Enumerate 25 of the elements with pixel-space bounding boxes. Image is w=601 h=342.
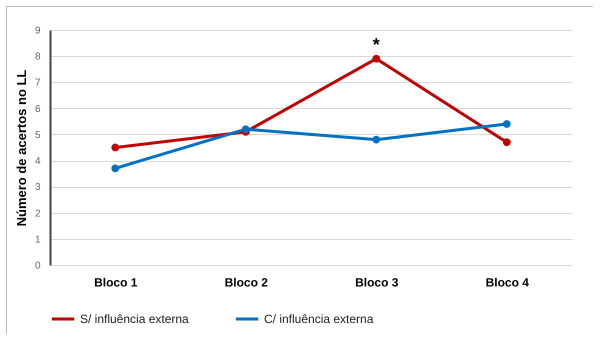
x-tick-label: Bloco 3 bbox=[355, 276, 399, 290]
x-tick-label: Bloco 4 bbox=[486, 276, 530, 290]
y-tick-label: 7 bbox=[34, 78, 41, 89]
y-tick-label: 2 bbox=[34, 208, 41, 220]
y-tick-label: 0 bbox=[34, 260, 41, 272]
x-tick-label: Bloco 2 bbox=[224, 276, 268, 290]
point bbox=[242, 125, 250, 134]
point bbox=[372, 136, 380, 144]
legend-label: C/ influência externa bbox=[264, 312, 374, 326]
y-tick-label: 9 bbox=[34, 26, 41, 36]
point bbox=[111, 164, 120, 172]
y-tick-label: 3 bbox=[34, 182, 41, 194]
y-tick-label: 4 bbox=[34, 156, 41, 168]
y-tick-label: 6 bbox=[34, 104, 41, 115]
point bbox=[111, 144, 120, 152]
x-tick-label: Bloco 1 bbox=[94, 276, 138, 290]
point bbox=[502, 120, 511, 128]
y-tick-label: 1 bbox=[34, 234, 41, 246]
y-axis-title: Número de acertos no LL bbox=[14, 70, 29, 226]
y-tick-label: 5 bbox=[34, 130, 41, 141]
point bbox=[502, 138, 511, 146]
y-tick-label: 8 bbox=[34, 52, 41, 63]
annotation: * bbox=[372, 34, 380, 55]
point bbox=[372, 54, 380, 63]
legend-label: S/ influência externa bbox=[80, 312, 190, 326]
